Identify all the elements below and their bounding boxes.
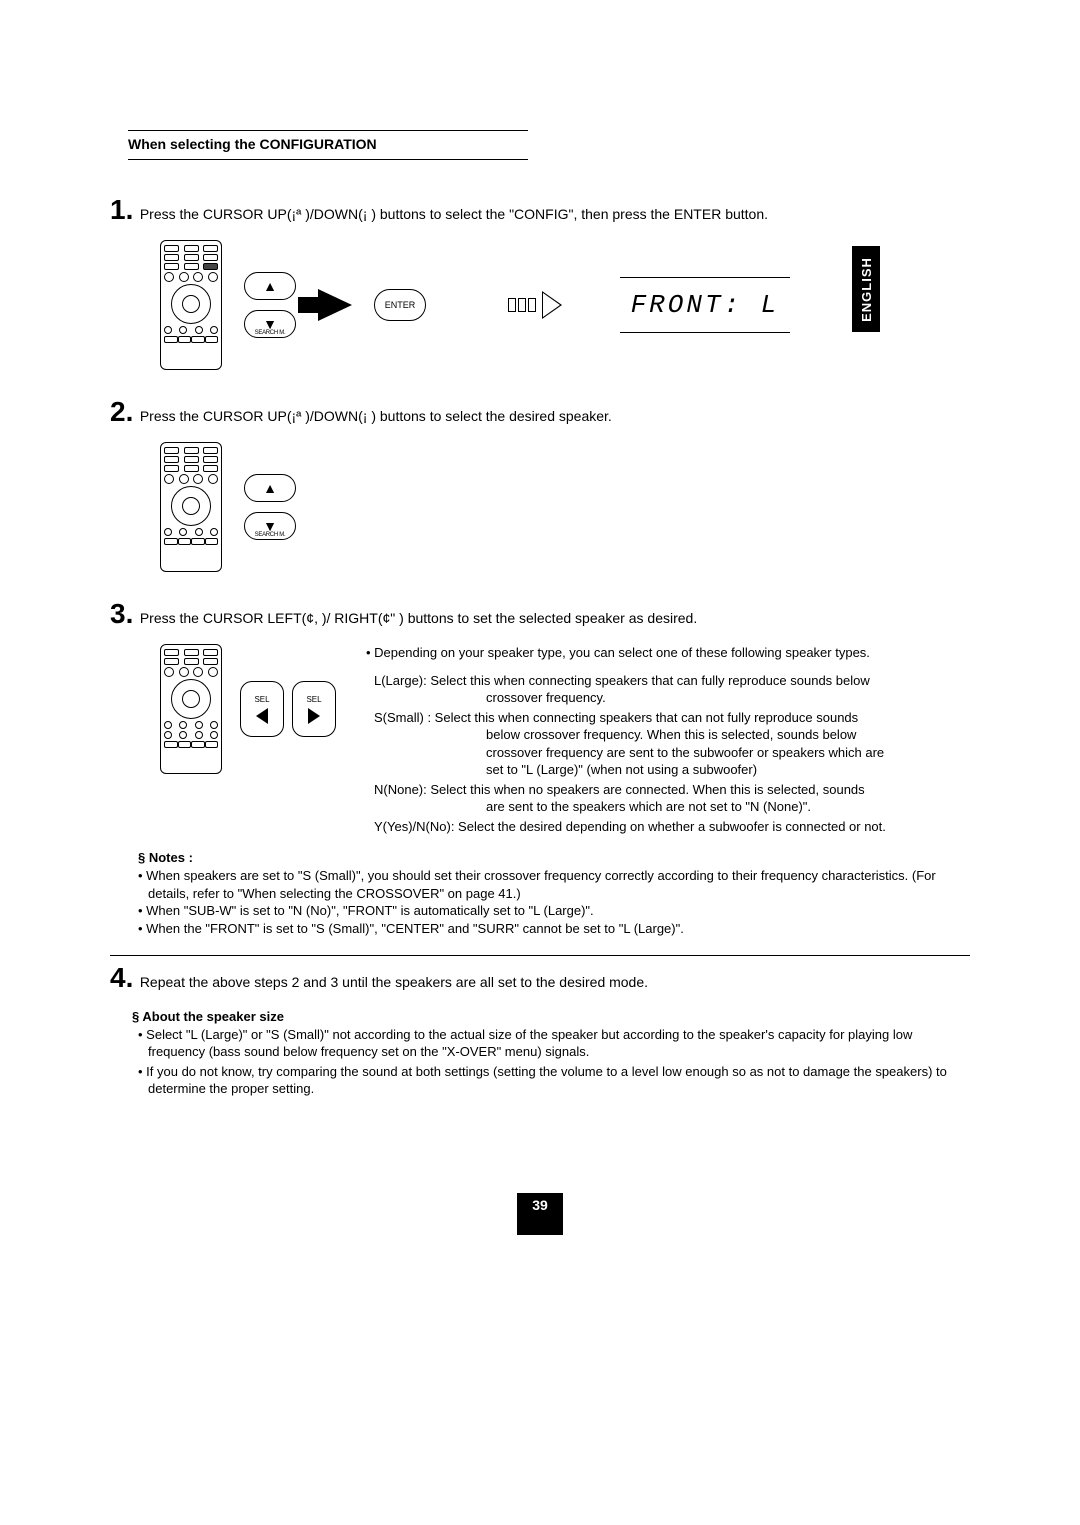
figure-step-1: ▲ ▼SEARCH M. ENTER FRONT: L — [160, 240, 970, 370]
enter-label: ENTER — [385, 300, 416, 310]
step-1-text: Press the CURSOR UP(¡ª )/DOWN(¡ ) button… — [140, 206, 768, 222]
remote-diagram — [160, 442, 222, 572]
search-label: SEARCH M. — [255, 330, 286, 336]
note-2: • When "SUB-W" is set to "N (No)", "FRON… — [138, 902, 970, 920]
step-3: 3. Press the CURSOR LEFT(¢, )/ RIGHT(¢" … — [110, 598, 970, 630]
step-3-num: 3. — [110, 598, 133, 630]
def-large: L(Large): Select this when connecting sp… — [374, 672, 886, 707]
cursor-down-icon: ▼SEARCH M. — [244, 512, 296, 540]
about-2: • If you do not know, try comparing the … — [138, 1063, 972, 1098]
page-number-text: 39 — [532, 1197, 548, 1213]
sel-left-icon: SEL — [240, 681, 284, 737]
sel-buttons: SEL SEL — [240, 681, 336, 737]
page-content: When selecting the CONFIGURATION 1. Pres… — [110, 130, 970, 1100]
step-2: 2. Press the CURSOR UP(¡ª )/DOWN(¡ ) but… — [110, 396, 970, 428]
figure-step-2: ▲ ▼SEARCH M. — [160, 442, 970, 572]
info-intro: • Depending on your speaker type, you ca… — [366, 644, 886, 662]
about-title: § About the speaker size — [132, 1008, 972, 1026]
divider — [110, 955, 970, 956]
sel-label: SEL — [306, 695, 321, 704]
note-1: • When speakers are set to "S (Small)", … — [138, 867, 970, 902]
page-transition-icon — [508, 291, 562, 319]
arrow-right-icon — [318, 289, 352, 321]
about-1: • Select "L (Large)" or "S (Small)" not … — [138, 1026, 972, 1061]
step-1: 1. Press the CURSOR UP(¡ª )/DOWN(¡ ) but… — [110, 194, 970, 226]
display-text: FRONT: L — [631, 290, 780, 320]
arrow-outline-icon — [542, 291, 562, 319]
def-small: S(Small) : Select this when connecting s… — [374, 709, 886, 779]
step-4: 4. Repeat the above steps 2 and 3 until … — [110, 962, 970, 994]
speaker-type-info: • Depending on your speaker type, you ca… — [366, 644, 886, 837]
remote-diagram — [160, 240, 222, 370]
sel-right-icon: SEL — [292, 681, 336, 737]
section-title: When selecting the CONFIGURATION — [128, 136, 377, 152]
cursor-down-icon: ▼SEARCH M. — [244, 310, 296, 338]
step-2-text: Press the CURSOR UP(¡ª )/DOWN(¡ ) button… — [140, 408, 612, 424]
section-title-box: When selecting the CONFIGURATION — [128, 130, 528, 160]
figure-step-3: SEL SEL • Depending on your speaker type… — [160, 644, 970, 837]
step-3-text: Press the CURSOR LEFT(¢, )/ RIGHT(¢" ) b… — [140, 610, 697, 626]
step-2-num: 2. — [110, 396, 133, 428]
step-1-num: 1. — [110, 194, 133, 226]
cursor-buttons: ▲ ▼SEARCH M. — [244, 272, 296, 338]
display-readout: FRONT: L — [620, 277, 790, 333]
pages-icon — [508, 298, 536, 312]
cursor-buttons: ▲ ▼SEARCH M. — [244, 474, 296, 540]
sel-label: SEL — [254, 695, 269, 704]
about-speaker-size: § About the speaker size • Select "L (La… — [132, 1008, 972, 1098]
triangle-left-icon — [256, 708, 268, 724]
def-yesno: Y(Yes)/N(No): Select the desired dependi… — [374, 818, 886, 836]
cursor-up-icon: ▲ — [244, 272, 296, 300]
remote-diagram — [160, 644, 222, 774]
page-number: 39 — [517, 1193, 563, 1235]
notes-title: § Notes : — [138, 849, 970, 867]
step-4-num: 4. — [110, 962, 133, 994]
note-3: • When the "FRONT" is set to "S (Small)"… — [138, 920, 970, 938]
notes-block: § Notes : • When speakers are set to "S … — [138, 849, 970, 937]
enter-button-icon: ENTER — [374, 289, 426, 321]
search-label: SEARCH M. — [255, 532, 286, 538]
cursor-up-icon: ▲ — [244, 474, 296, 502]
triangle-right-icon — [308, 708, 320, 724]
def-none: N(None): Select this when no speakers ar… — [374, 781, 886, 816]
step-4-text: Repeat the above steps 2 and 3 until the… — [140, 974, 648, 990]
